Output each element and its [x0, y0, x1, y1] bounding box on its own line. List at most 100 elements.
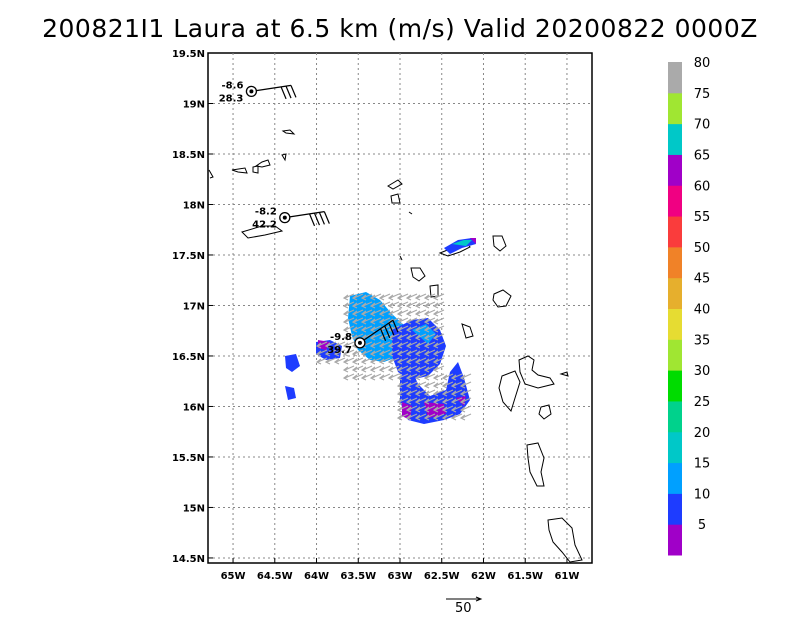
color-bar-segment — [668, 185, 682, 217]
wind-vector-arrow — [459, 413, 472, 421]
color-bar-label: 80 — [694, 56, 711, 71]
station-s3: -9.8 39.7 — [327, 319, 399, 356]
wind-vector-arrow — [414, 397, 427, 405]
wind-vector-arrow — [351, 317, 364, 325]
wind-vector-arrow — [369, 317, 382, 325]
wind-vector-arrow — [324, 341, 337, 349]
wind-vector-arrow — [459, 381, 472, 389]
wind-barb-flag — [384, 325, 391, 339]
wind-vector-arrow — [342, 317, 355, 325]
wind-vector-arrow — [396, 333, 409, 341]
color-bar-segment — [668, 154, 682, 186]
wind-vector-arrow — [396, 381, 409, 389]
wind-vector-arrow — [405, 389, 418, 397]
wind-vector-arrow — [387, 341, 400, 349]
wind-vector-arrow — [324, 349, 337, 357]
wind-vector-arrow — [351, 325, 364, 333]
lat-tick-label: 18N — [183, 200, 205, 211]
wind-vector-arrow — [369, 373, 382, 381]
wind-vector-arrow — [405, 373, 418, 381]
wind-vector-arrow — [405, 333, 418, 341]
wind-vector-arrow — [450, 381, 463, 389]
island-outline — [252, 165, 259, 174]
lat-tick-label: 16.5N — [172, 352, 205, 363]
wind-vector-arrow — [423, 397, 436, 405]
wind-vector-arrow — [396, 325, 409, 333]
wind-vector-arrow — [387, 293, 400, 301]
wind-vector-arrow — [342, 373, 355, 381]
lat-tick-label: 17.5N — [172, 251, 205, 262]
island-outline — [492, 289, 512, 308]
island-outline — [410, 267, 426, 282]
wind-vector-arrow — [333, 357, 346, 365]
lon-tick-label: 63.5W — [340, 571, 376, 582]
color-bar-segment — [668, 462, 682, 494]
wind-barb-shaft — [256, 84, 292, 92]
wind-vector-arrow — [360, 317, 373, 325]
wind-vector-arrow — [342, 301, 355, 309]
lon-tick-label: 63W — [388, 571, 413, 582]
station-value-top: -8.2 — [255, 207, 277, 218]
wind-vector-arrow — [360, 349, 373, 357]
color-bar-segment — [668, 370, 682, 402]
color-bar-segment — [668, 92, 682, 125]
wind-vector-arrow — [414, 357, 427, 365]
wind-barb-flag — [392, 320, 399, 333]
color-bar-label: 65 — [694, 148, 711, 163]
wind-vector-arrow — [450, 373, 463, 381]
wind-vector-arrow — [414, 325, 427, 333]
wind-barb-flag — [280, 86, 287, 100]
lat-tick-label: 19N — [183, 99, 205, 110]
wind-barb-flag — [380, 328, 387, 341]
wind-vector-arrow — [441, 381, 454, 389]
lon-tick-label: 65W — [221, 571, 246, 582]
station-dot — [282, 215, 287, 220]
island-outline — [231, 167, 248, 174]
wind-vector-arrow — [396, 317, 409, 325]
color-bar-segment — [668, 123, 682, 155]
color-bar-segment — [668, 431, 682, 464]
color-bar-segment — [668, 62, 682, 94]
wind-vector-arrow — [405, 365, 418, 373]
wind-vector-arrow — [450, 397, 463, 405]
station-value-bottom: 42.2 — [252, 220, 277, 231]
color-bar-segment — [668, 216, 682, 248]
wind-vector-arrow — [459, 373, 472, 381]
axis-labels: 65W 64.5W 64W 63.5W 63W 62.5W 62W 61.5W 61W 19.5N… — [172, 49, 579, 582]
wind-vector-arrow — [378, 373, 391, 381]
wind-vector-arrow — [423, 349, 436, 357]
station-value-top: -8.6 — [222, 80, 244, 91]
wind-vector-arrow — [342, 309, 355, 317]
island-outline — [254, 159, 271, 168]
wind-vector-arrow — [459, 389, 472, 397]
color-bar: 5 10 15 20 25 30 35 40 45 50 55 60 65 70 75 80 — [668, 56, 710, 556]
wind-vector-arrow — [315, 349, 328, 357]
wind-vector-arrow — [432, 301, 445, 309]
wind-barb-shaft — [363, 319, 394, 341]
island-outline — [208, 169, 214, 179]
wind-vector-arrow — [450, 405, 463, 413]
wind-vector-arrow — [396, 293, 409, 301]
color-bar-segment — [668, 493, 682, 525]
wind-vector-arrow — [351, 293, 364, 301]
island-outline — [547, 517, 583, 563]
wind-vector-arrow — [342, 357, 355, 365]
wind-vector-arrow — [396, 309, 409, 317]
color-bar-label: 35 — [694, 333, 711, 348]
wind-barb-flag — [318, 212, 325, 225]
wind-vector-arrow — [351, 349, 364, 357]
wind-field-shading — [285, 238, 476, 424]
wind-vector-arrow — [450, 413, 463, 421]
color-bar-segment — [668, 308, 682, 340]
wind-vector-arrow — [432, 373, 445, 381]
wind-vector-arrow — [369, 357, 382, 365]
wind-vector-arrow — [396, 301, 409, 309]
wind-vector-arrow — [369, 341, 382, 349]
wind-vector-arrow — [396, 341, 409, 349]
island-outline — [390, 193, 401, 204]
color-bar-label: 50 — [694, 241, 711, 256]
island-outline — [498, 370, 521, 412]
lon-tick-label: 61W — [554, 571, 579, 582]
wind-vector-arrow — [432, 325, 445, 333]
wind-vector-arrow — [405, 357, 418, 365]
